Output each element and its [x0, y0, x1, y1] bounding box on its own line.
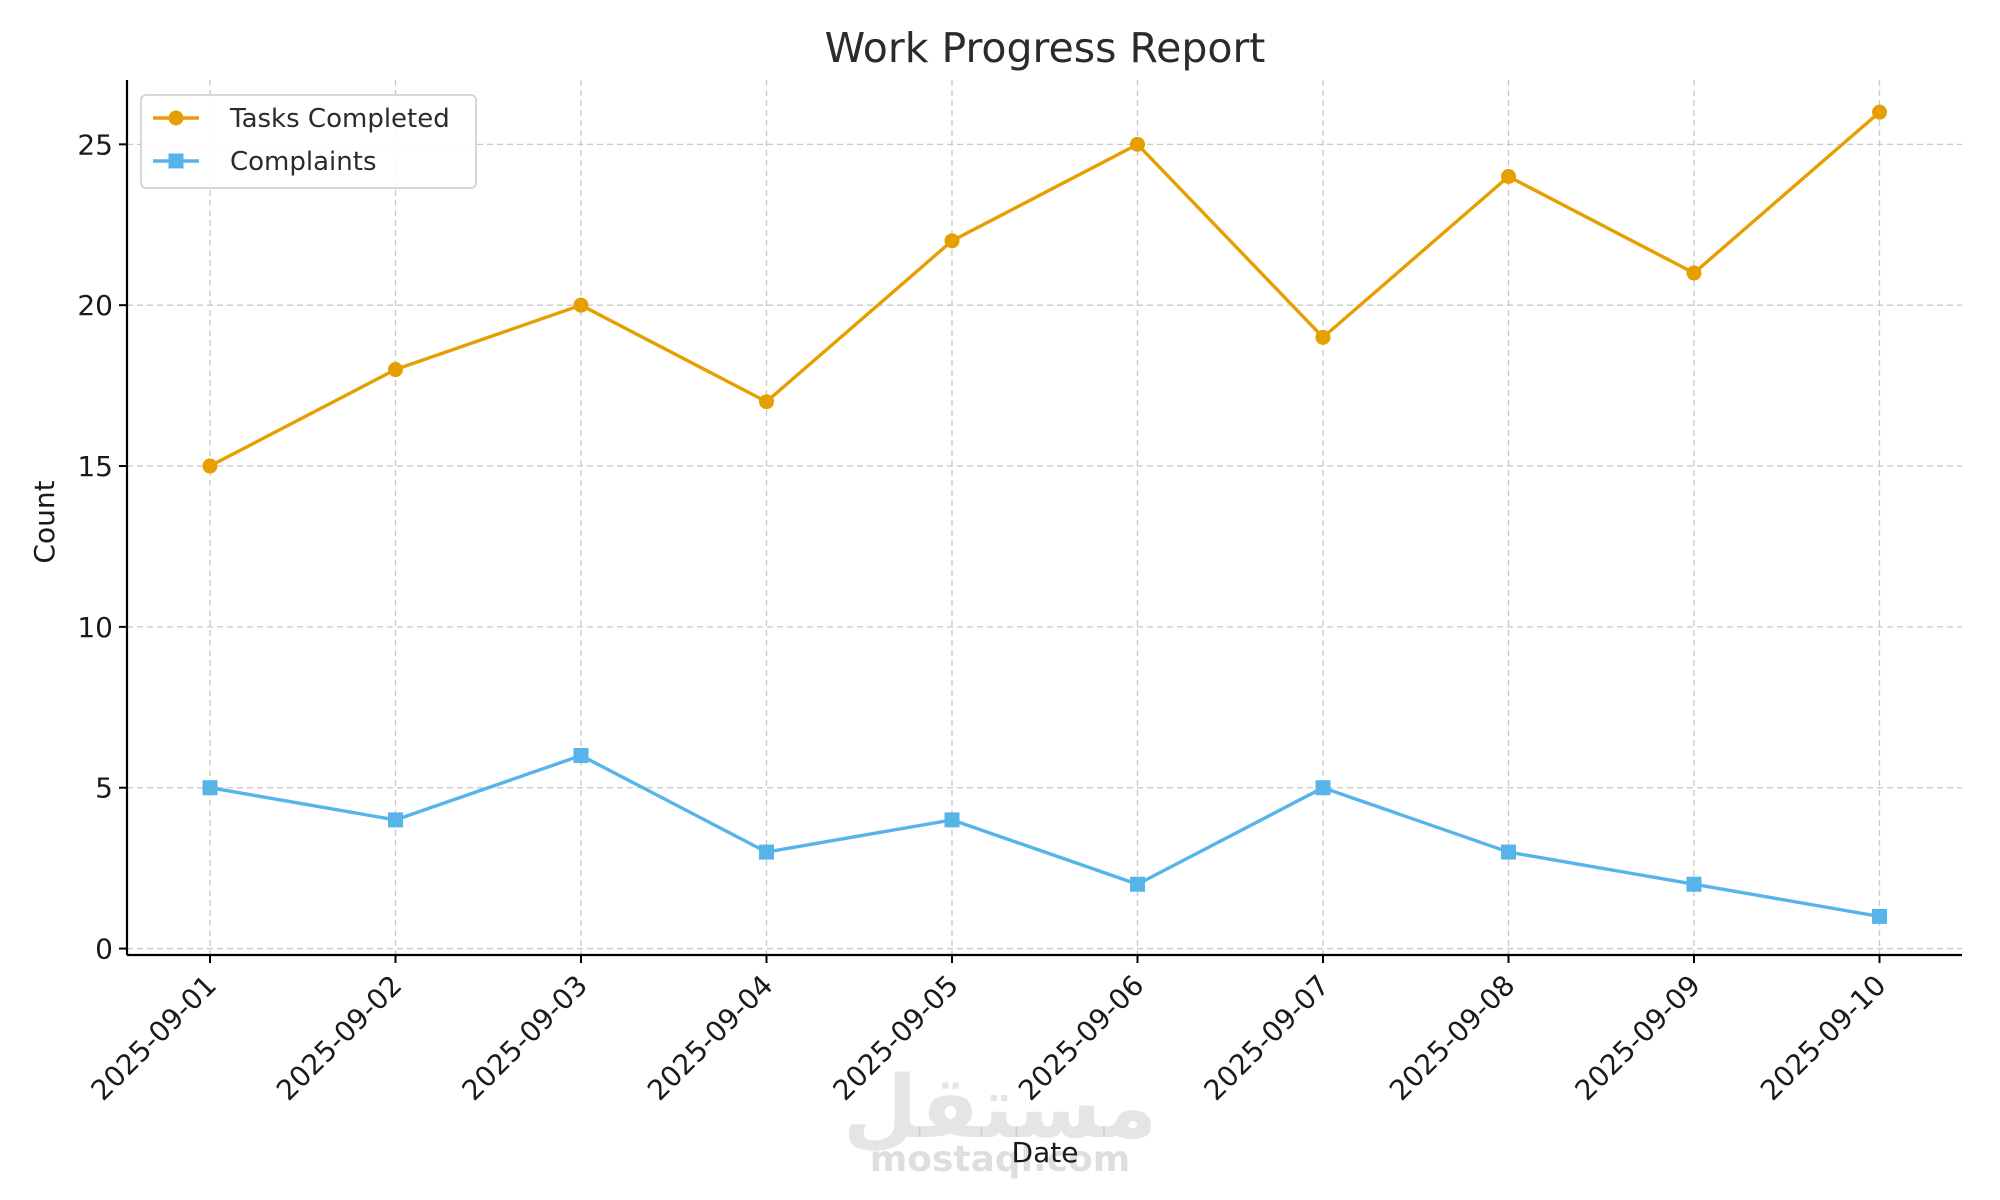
- data-point-circle: [944, 233, 960, 249]
- data-point-circle: [759, 394, 774, 410]
- legend-label: Complaints: [230, 147, 377, 177]
- legend: Tasks Completed Complaints: [140, 94, 477, 189]
- x-tick-label: 2025-09-02: [270, 969, 408, 1107]
- legend-label: Tasks Completed: [229, 104, 450, 134]
- x-tick-label: 2025-09-04: [641, 969, 779, 1107]
- data-point-square: [573, 748, 589, 764]
- x-tick-label: 2025-09-03: [456, 969, 594, 1107]
- y-axis-title: Count: [28, 480, 61, 563]
- data-point-square: [202, 780, 218, 796]
- data-point-square: [1501, 844, 1516, 860]
- legend-marker-circle: [168, 110, 184, 126]
- data-point-circle: [1872, 104, 1887, 120]
- data-point-square: [944, 812, 960, 828]
- series-line-1: [209, 753, 1880, 919]
- x-tick-label: 2025-09-10: [1754, 969, 1892, 1107]
- data-point-circle: [1315, 329, 1331, 345]
- axes: 0 5 10 15 20 25 2025-09-01 2025-09-02 2025-09-03…: [77, 80, 1962, 1107]
- y-tick-label: 15: [77, 450, 113, 483]
- watermark: مستقل mostaql.com: [843, 1058, 1158, 1180]
- data-point-square: [1130, 876, 1145, 892]
- data-point-circle: [1686, 265, 1702, 281]
- watermark-text: mostaql.com: [870, 1139, 1131, 1180]
- y-tick-label: 10: [77, 611, 113, 644]
- x-axis-title: Date: [1012, 1136, 1079, 1169]
- y-tick-label: 20: [77, 289, 113, 322]
- y-tick-label: 0: [95, 933, 113, 966]
- data-point-circle: [202, 458, 218, 474]
- data-point-square: [388, 812, 403, 828]
- data-point-square: [1686, 876, 1702, 892]
- y-tick-label: 5: [95, 772, 113, 805]
- data-point-circle: [1501, 169, 1516, 185]
- data-point-circle: [1130, 136, 1145, 152]
- x-tick-label: 2025-09-08: [1383, 969, 1521, 1107]
- y-tick-label: 25: [77, 128, 113, 161]
- series-group: [202, 104, 1887, 924]
- x-tick-label: 2025-09-01: [85, 969, 223, 1107]
- chart-title: Work Progress Report: [825, 24, 1266, 72]
- data-point-square: [1315, 780, 1331, 796]
- data-point-circle: [388, 362, 403, 378]
- watermark-logo-text: مستقل: [843, 1058, 1158, 1158]
- data-point-square: [1872, 908, 1887, 924]
- legend-marker-square: [168, 153, 184, 169]
- x-tick-label: 2025-09-09: [1569, 969, 1707, 1107]
- data-point-circle: [573, 297, 589, 313]
- x-tick-label: 2025-09-07: [1198, 969, 1336, 1107]
- series-line-0: [209, 110, 1881, 468]
- data-point-square: [759, 844, 774, 860]
- legend-box: [140, 94, 477, 189]
